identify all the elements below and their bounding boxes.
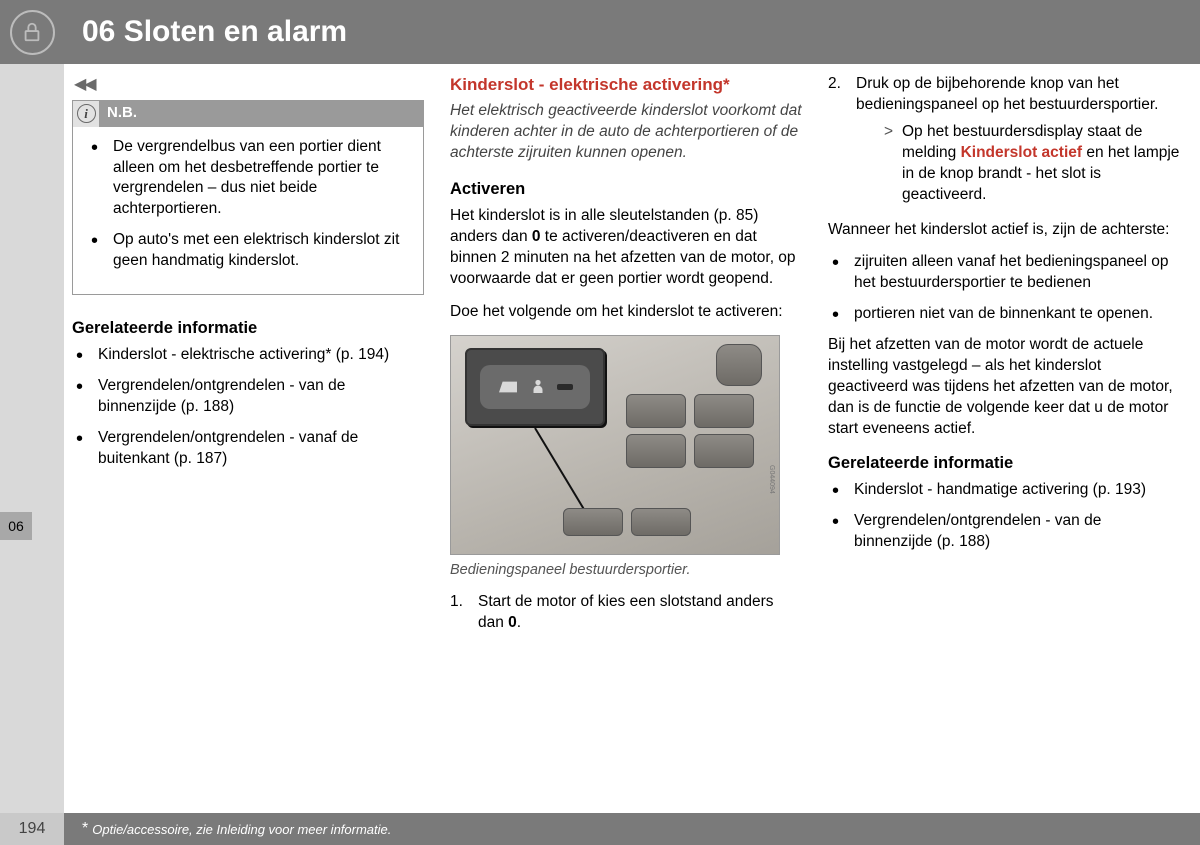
list-item: zijruiten alleen vanaf het bedieningspan…	[828, 252, 1180, 294]
related-item: Kinderslot - handmatige activering (p. 1…	[828, 480, 1180, 501]
page-title: 06 Sloten en alarm	[82, 15, 347, 49]
note-title: N.B.	[99, 103, 137, 123]
continuation-icon: ◀◀	[74, 74, 424, 96]
page-number: 194	[0, 813, 64, 845]
window-switch	[694, 434, 754, 468]
step-2: 2. Druk op de bijbehorende knop van het …	[828, 74, 1180, 206]
related-item: Vergrendelen/ontgrendelen - van de binne…	[828, 511, 1180, 553]
bold-0: 0	[532, 228, 541, 245]
column-1: ◀◀ i N.B. De vergrendelbus van een porti…	[72, 74, 424, 648]
window-switch	[626, 434, 686, 468]
content-area: ◀◀ i N.B. De vergrendelbus van een porti…	[72, 74, 1182, 648]
figure-caption: Bedieningspaneel bestuurdersportier.	[450, 561, 802, 581]
section-heading: Kinderslot - elektrische activering*	[450, 74, 802, 97]
lock-icon	[10, 10, 55, 55]
mirror-control	[716, 344, 762, 386]
related-heading: Gerelateerde informatie	[72, 317, 424, 339]
memory-paragraph: Bij het afzetten van de motor wordt de a…	[828, 335, 1180, 440]
note-header: i N.B.	[73, 101, 423, 127]
section-intro: Het elektrisch geactiveerde kinderslot v…	[450, 101, 802, 164]
info-icon: i	[73, 101, 99, 127]
footnote-text: Optie/accessoire, zie Inleiding voor mee…	[92, 822, 391, 837]
footer-note: * Optie/accessoire, zie Inleiding voor m…	[64, 813, 1200, 845]
display-message: Kinderslot actief	[961, 144, 1082, 161]
column-2: Kinderslot - elektrische activering* Het…	[450, 74, 802, 648]
chapter-badge: 06	[0, 512, 32, 540]
step-list: 1. Start de motor of kies een slotstand …	[450, 592, 802, 634]
list-item: portieren niet van de binnenkant te open…	[828, 304, 1180, 325]
footnote-asterisk: *	[82, 820, 88, 838]
related-list: Kinderslot - elektrische activering* (p.…	[72, 345, 424, 470]
figure-code: G044094	[767, 465, 776, 494]
related-item: Vergrendelen/ontgrendelen - vanaf de bui…	[72, 428, 424, 470]
column-3: 2. Druk op de bijbehorende knop van het …	[828, 74, 1180, 648]
related-item: Vergrendelen/ontgrendelen - van de binne…	[72, 376, 424, 418]
when-active-intro: Wanneer het kinderslot actief is, zijn d…	[828, 220, 1180, 241]
left-sidebar	[0, 64, 64, 845]
page-header: 06 Sloten en alarm	[0, 0, 1200, 64]
activate-heading: Activeren	[450, 178, 802, 200]
related-heading: Gerelateerde informatie	[828, 452, 1180, 474]
step-number: 2.	[828, 74, 841, 95]
when-active-list: zijruiten alleen vanaf het bedieningspan…	[828, 252, 1180, 325]
note-box: i N.B. De vergrendelbus van een portier …	[72, 100, 424, 296]
figure-control-panel: G044094	[450, 335, 780, 555]
activate-paragraph-1: Het kinderslot is in alle sleutelstanden…	[450, 206, 802, 290]
related-list: Kinderslot - handmatige activering (p. 1…	[828, 480, 1180, 553]
text: .	[517, 614, 521, 631]
note-body: De vergrendelbus van een portier dient a…	[73, 127, 423, 295]
window-switch	[626, 394, 686, 428]
header-icon-wrap	[0, 0, 64, 64]
step-1: 1. Start de motor of kies een slotstand …	[450, 592, 802, 634]
bold-0: 0	[508, 614, 517, 631]
text: Start de motor of kies een slotstand and…	[478, 593, 774, 631]
panel-button	[631, 508, 691, 536]
related-item: Kinderslot - elektrische activering* (p.…	[72, 345, 424, 366]
note-item: Op auto's met een elektrisch kinderslot …	[87, 230, 409, 272]
step-number: 1.	[450, 592, 463, 613]
window-switch	[694, 394, 754, 428]
step-2-result: Op het bestuurdersdisplay staat de meldi…	[856, 122, 1180, 206]
activate-paragraph-2: Doe het volgende om het kinderslot te ac…	[450, 302, 802, 323]
step-list-cont: 2. Druk op de bijbehorende knop van het …	[828, 74, 1180, 206]
text: Druk op de bijbehorende knop van het bed…	[856, 75, 1158, 113]
childlock-button	[563, 508, 623, 536]
note-item: De vergrendelbus van een portier dient a…	[87, 137, 409, 221]
